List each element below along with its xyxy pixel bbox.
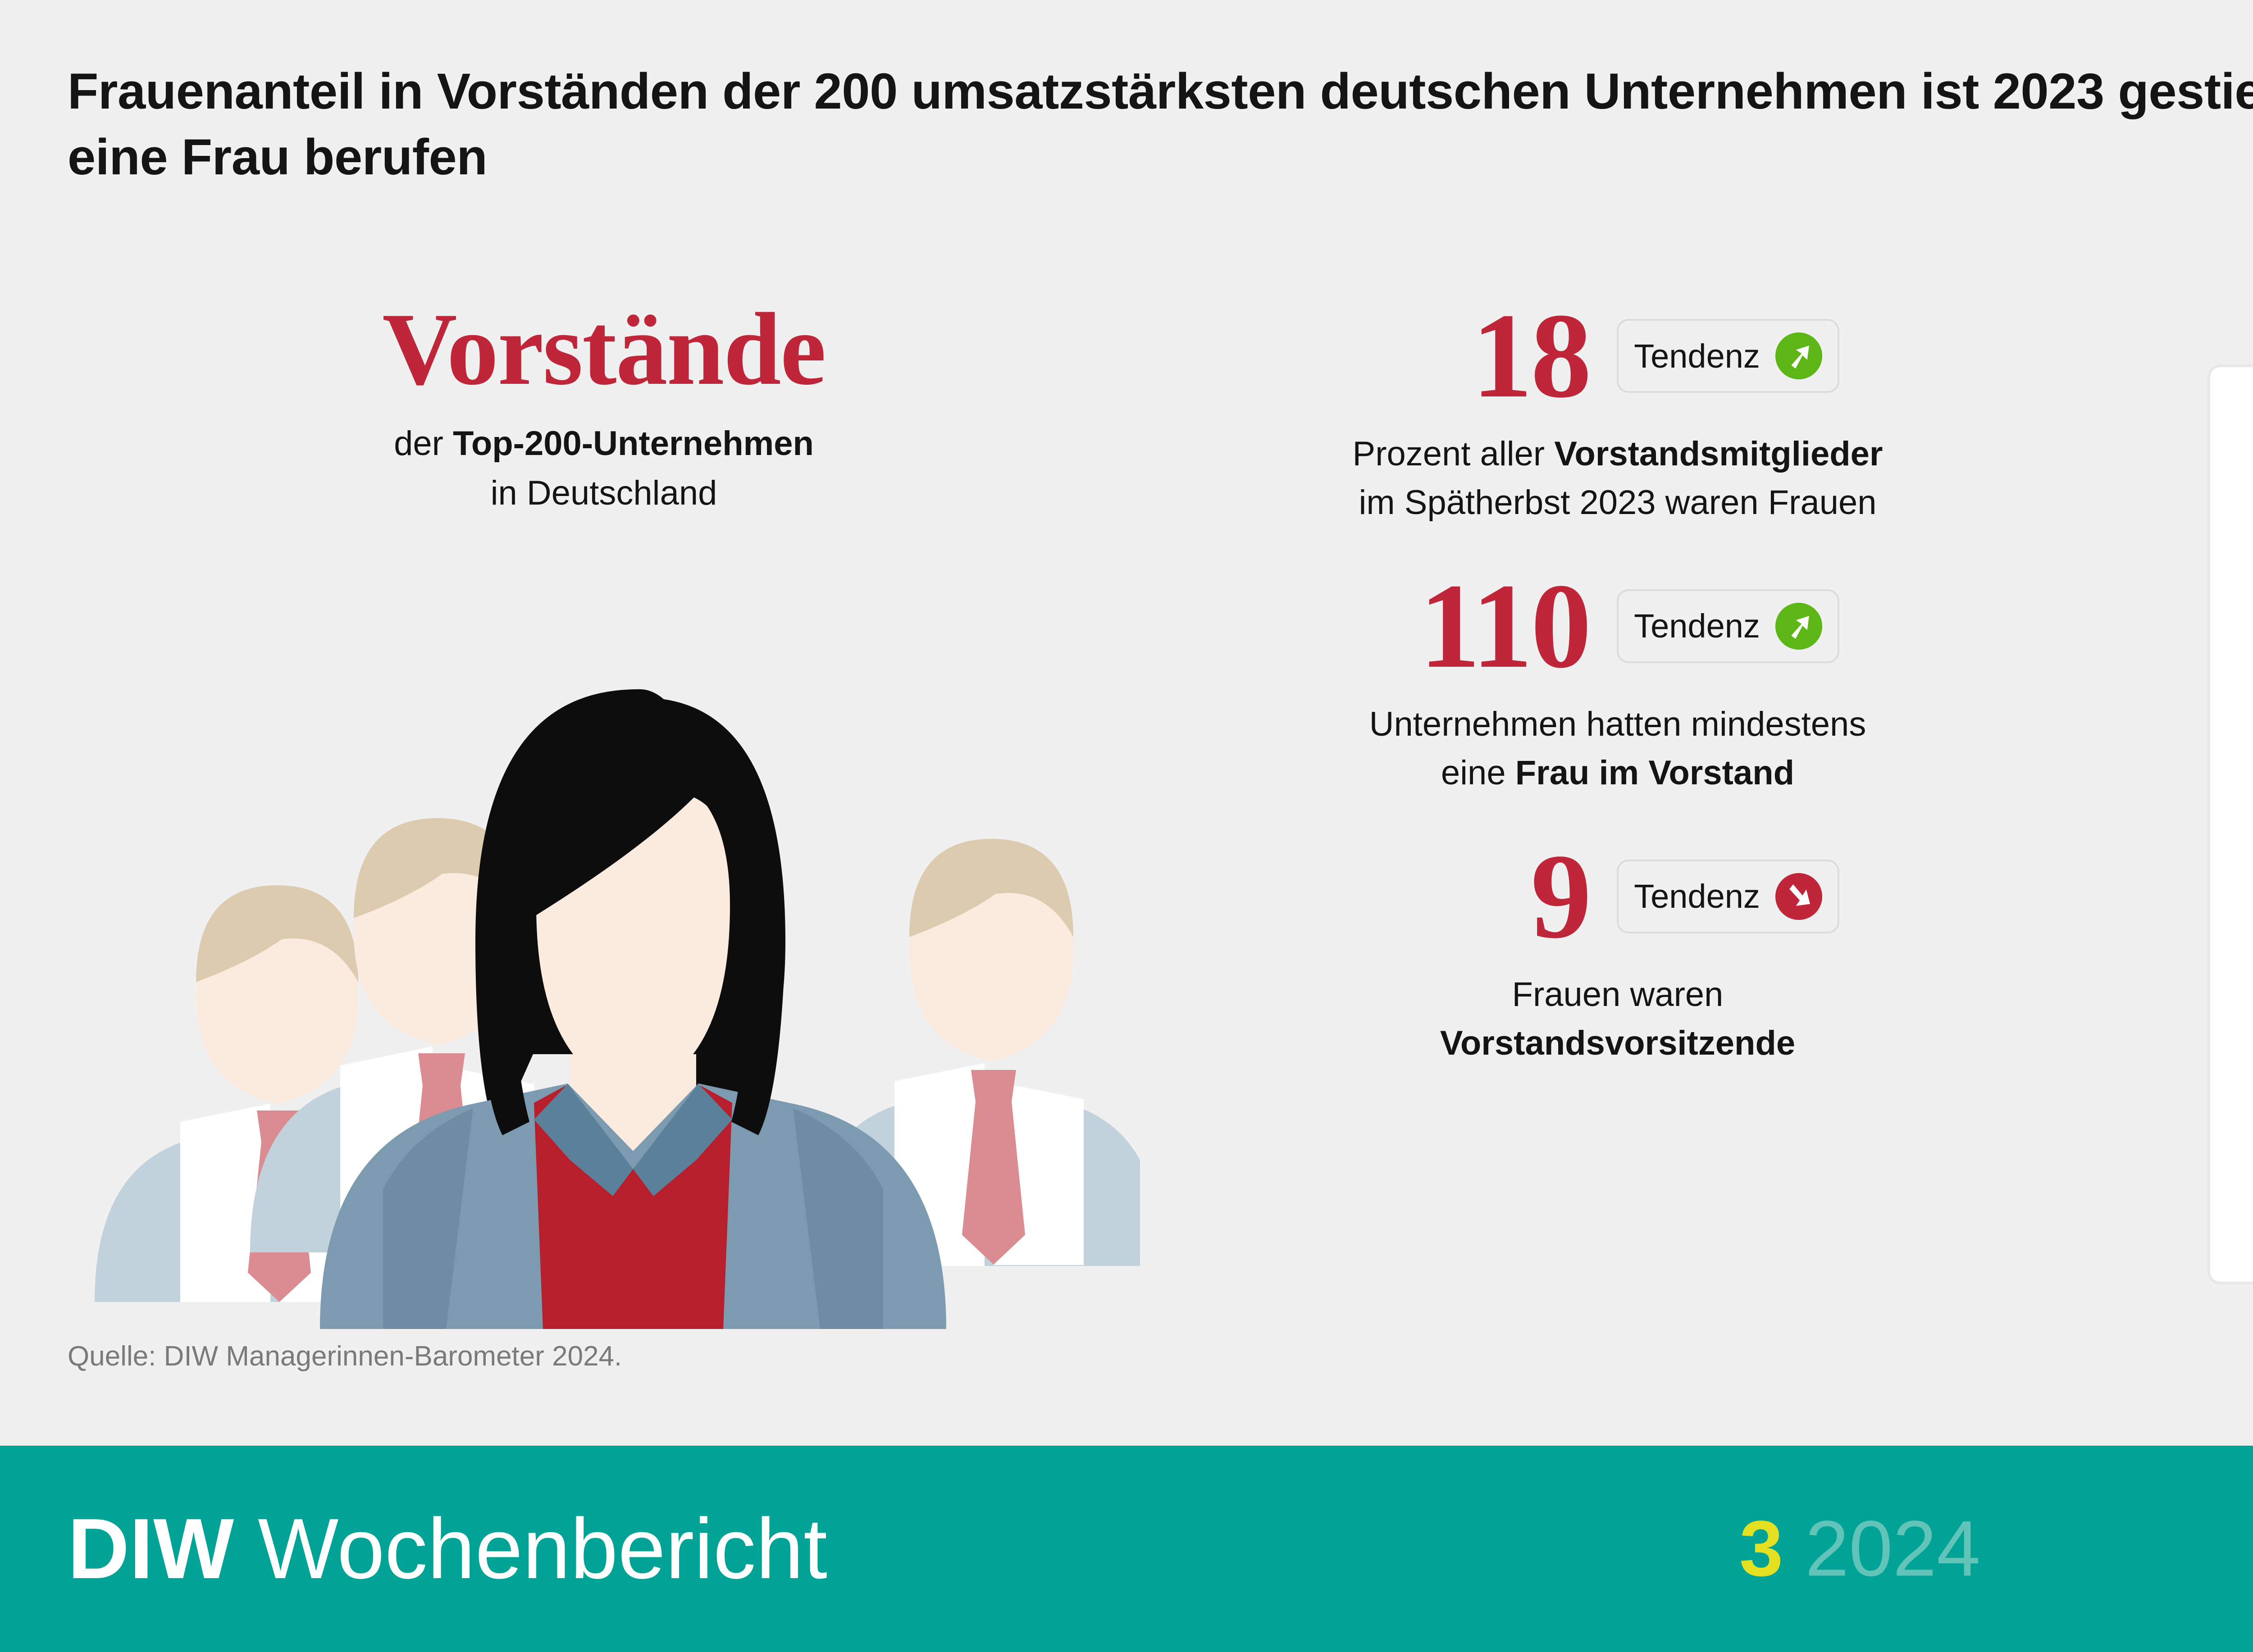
chart-card: Unternehmen nach Zahl der Frauen im Vors…	[2210, 367, 2253, 1282]
stat-block-1: 18 Tendenz Prozent aller Vorstandsmitgli…	[1154, 288, 2082, 527]
stat-value-1: 18	[1472, 288, 1592, 423]
left-panel-subtitle-line2: in Deutschland	[490, 474, 717, 513]
tendenz-label-2: Tendenz	[1634, 607, 1760, 645]
stat-caption-1: Prozent aller Vorstandsmitglieder im Spä…	[1154, 430, 2082, 527]
chart-y-label: 20	[2241, 897, 2253, 930]
left-panel: Vorstände der Top-200-Unternehmen in Deu…	[63, 297, 1145, 518]
trend-up-icon	[1775, 332, 1822, 379]
vorstaende-title: Vorstände	[382, 291, 826, 406]
stat-caption-3-bold: Vorstandsvorsitzende	[1440, 1024, 1796, 1062]
footer-issue: 3 2024	[1739, 1504, 1980, 1594]
stat-caption-1-pre: Prozent aller	[1352, 435, 1555, 473]
tendenz-badge-2: Tendenz	[1617, 589, 1839, 663]
footer-issue-year: 2024	[1805, 1505, 1981, 1593]
chart-y-label: 40	[2241, 705, 2253, 738]
stat-caption-2-pre: Unternehmen hatten mindestens	[1369, 705, 1866, 743]
stat-value-3: 9	[1531, 828, 1592, 964]
tendenz-label-1: Tendenz	[1634, 337, 1760, 375]
stat-caption-2-bold: Frau im Vorstand	[1515, 753, 1795, 792]
stat-caption-1-post: im Spätherbst 2023 waren Frauen	[1359, 483, 1877, 522]
tendenz-label-3: Tendenz	[1634, 878, 1760, 915]
person-center-woman	[320, 689, 946, 1329]
stat-caption-3: Frauen waren Vorstandsvorsitzende	[1154, 970, 2082, 1068]
footer-brand: DIW Wochenbericht	[68, 1500, 827, 1598]
page-title: Frauenanteil in Vorständen der 200 umsat…	[68, 63, 2253, 185]
footer-bar: DIW Wochenbericht 3 2024 DIW BERLIN	[0, 1446, 2253, 1652]
statistics-column: 18 Tendenz Prozent aller Vorstandsmitgli…	[1154, 288, 2082, 1099]
subtitle-plain: der	[394, 424, 453, 463]
footer-issue-number: 3	[1739, 1505, 1783, 1593]
stat-block-2: 110 Tendenz Unternehmen hatten mindesten…	[1154, 559, 2082, 797]
stat-value-2: 110	[1419, 558, 1592, 693]
stat-caption-1-bold: Vorstandsmitglieder	[1554, 435, 1883, 473]
chart-y-label: 0	[2241, 1089, 2253, 1123]
left-panel-subtitle-line1: der Top-200-Unternehmen	[63, 419, 1145, 469]
tendenz-badge-3: Tendenz	[1617, 859, 1839, 933]
stat-caption-2: Unternehmen hatten mindestens eine Frau …	[1154, 700, 2082, 797]
person-right	[807, 839, 1140, 1266]
chart-y-label: 60	[2241, 513, 2253, 546]
trend-up-icon	[1775, 602, 1822, 650]
stat-caption-3-pre: Frauen waren	[1512, 975, 1724, 1014]
subtitle-bold: Top-200-Unternehmen	[453, 424, 814, 463]
stat-block-3: 9 Tendenz Frauen waren Vorstandsvorsitze…	[1154, 829, 2082, 1068]
trend-down-icon	[1775, 873, 1822, 920]
stat-caption-2-line2-pre: eine	[1441, 753, 1515, 792]
footer-brand-bold: DIW	[68, 1501, 234, 1597]
source-note: Quelle: DIW Managerinnen-Barometer 2024.	[68, 1341, 622, 1372]
business-people-illustration	[95, 689, 1140, 1329]
tendenz-badge-1: Tendenz	[1617, 319, 1839, 393]
footer-brand-light: Wochenbericht	[258, 1501, 827, 1597]
